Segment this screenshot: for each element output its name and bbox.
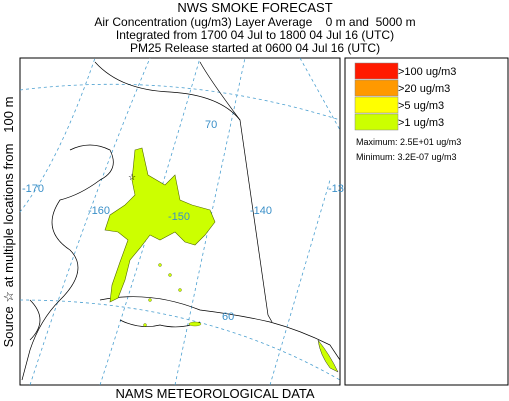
legend-swatch bbox=[354, 62, 399, 80]
coastline bbox=[21, 61, 341, 381]
title: NWS SMOKE FORECAST bbox=[177, 0, 332, 15]
graticule-label: 70 bbox=[205, 119, 217, 131]
graticule-label: -140 bbox=[250, 205, 272, 217]
graticule bbox=[19, 57, 341, 386]
smoke-plume: ☆ bbox=[104, 147, 216, 327]
legend: Maximum: 2.5E+01 ug/m3 Minimum: 3.2E-07 … bbox=[344, 57, 509, 386]
minimum: Minimum: 3.2E-07 ug/m3 bbox=[356, 152, 457, 162]
side-label: Source ☆ at multiple locations from 100 … bbox=[1, 97, 16, 348]
legend-label: >20 ug/m3 bbox=[398, 83, 450, 95]
legend-swatch bbox=[354, 79, 399, 97]
footer: NAMS METEOROLOGICAL DATA bbox=[115, 386, 314, 401]
subtitle: Air Concentration (ug/m3) Layer Average … bbox=[94, 15, 415, 29]
graticule-label: -160 bbox=[88, 205, 110, 217]
graticule-label: -170 bbox=[22, 183, 44, 195]
graticule-label: -150 bbox=[168, 211, 190, 223]
maximum: Maximum: 2.5E+01 ug/m3 bbox=[356, 137, 461, 147]
map: ☆ 70 -170 -160 -150 -140 -130 60 bbox=[19, 57, 350, 386]
subtitle: PM25 Release started at 0600 04 Jul 16 (… bbox=[130, 41, 380, 55]
legend-label: >100 ug/m3 bbox=[398, 66, 456, 78]
legend-label: >1 ug/m3 bbox=[398, 117, 444, 129]
legend-label: >5 ug/m3 bbox=[398, 100, 444, 112]
legend-swatch bbox=[354, 113, 399, 131]
source-star: ☆ bbox=[128, 172, 136, 182]
legend-swatch bbox=[354, 96, 399, 114]
graticule-label: 60 bbox=[222, 311, 234, 323]
subtitle: Integrated from 1700 04 Jul to 1800 04 J… bbox=[116, 28, 394, 42]
